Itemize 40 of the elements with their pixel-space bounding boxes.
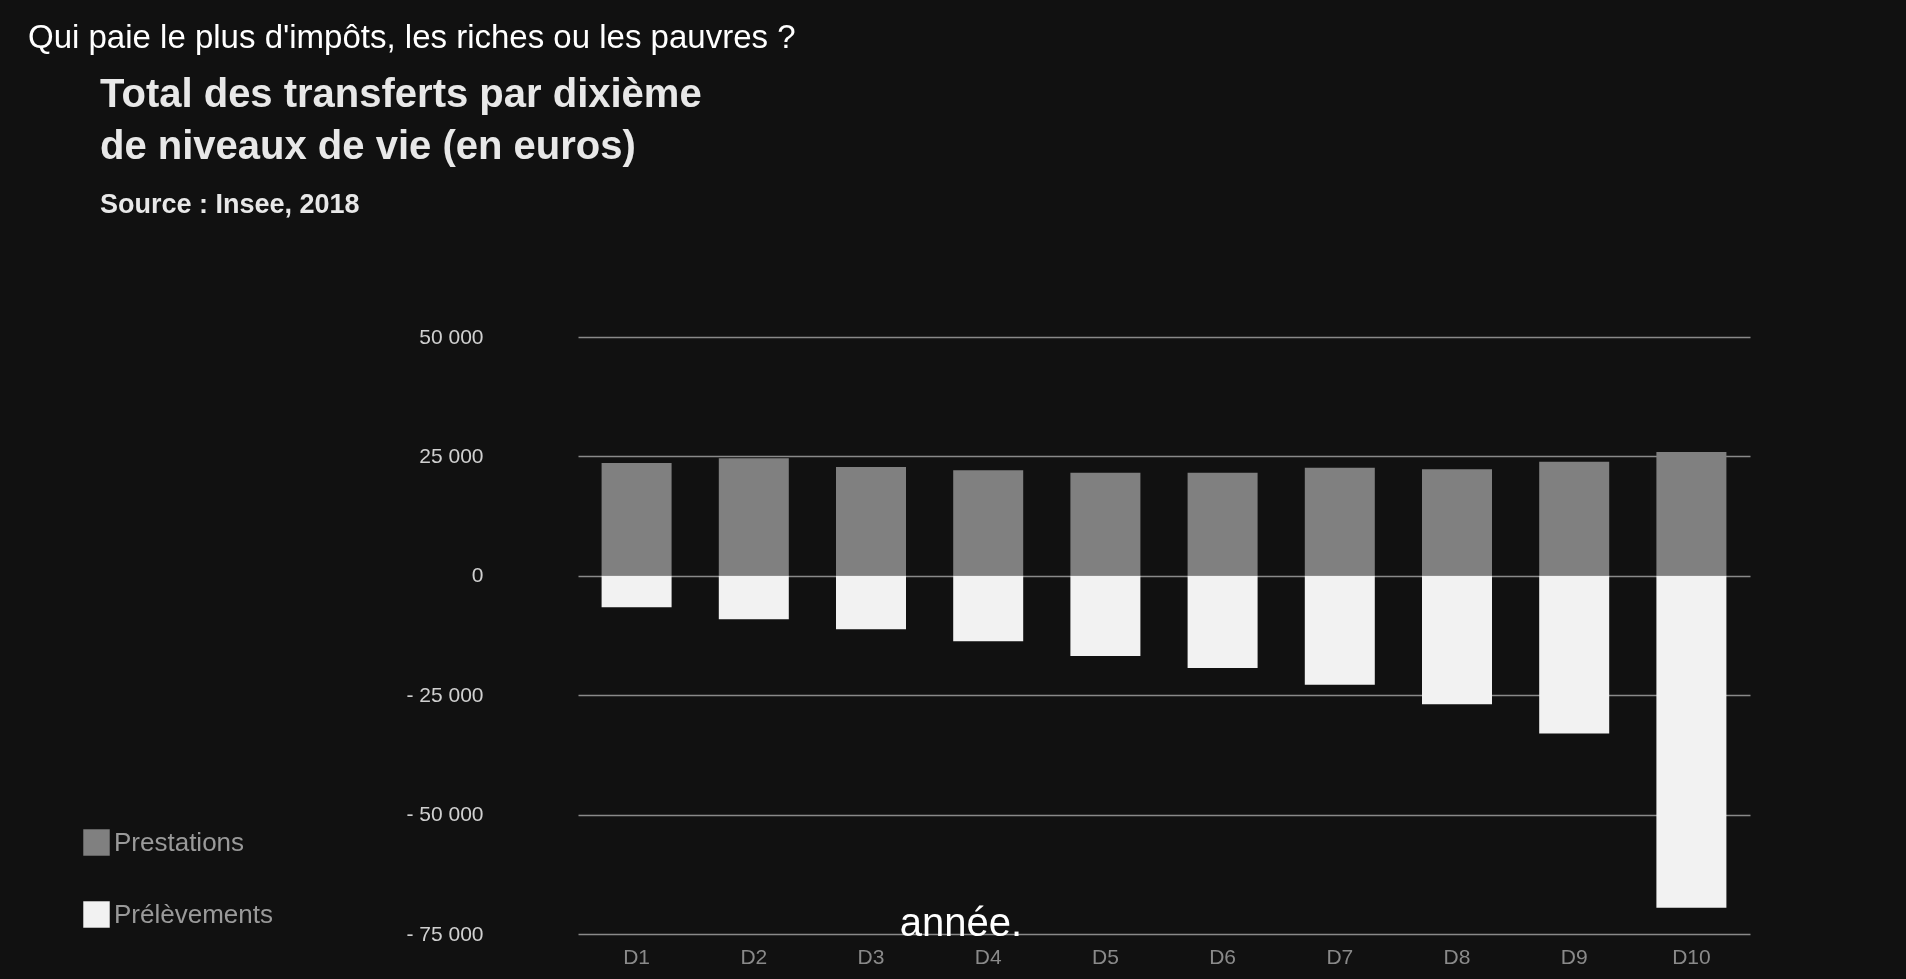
bar	[601, 575, 672, 608]
legend-label: Prestations	[114, 826, 245, 857]
bar	[601, 463, 672, 576]
x-tick-label: D9	[1560, 944, 1588, 968]
bar	[1656, 575, 1727, 908]
bar	[953, 575, 1024, 642]
bar	[1422, 469, 1492, 576]
legend-label: Prélèvements	[114, 898, 273, 929]
x-tick-label: D2	[740, 944, 768, 968]
x-tick-label: D8	[1443, 944, 1471, 968]
bar	[1539, 461, 1610, 576]
bar	[836, 466, 906, 576]
text: Qui paie le plus d'impôts, les riches ou les pauvres ?	[28, 18, 796, 55]
bar	[1422, 575, 1492, 705]
bar	[1304, 467, 1375, 576]
y-tick-label: 50 000	[419, 324, 484, 348]
chart-title: Total des transferts par dixième de niveaux de vie (en euros)	[100, 71, 702, 167]
y-tick-label: 0	[471, 563, 484, 587]
source-note: Source : Insee, 2018	[100, 189, 360, 219]
bar	[1187, 575, 1258, 668]
bar	[1539, 575, 1610, 734]
bar	[953, 470, 1024, 576]
y-tick-label: - 75 000	[406, 921, 484, 945]
x-tick-label: D5	[1091, 944, 1119, 968]
y-tick-label: - 25 000	[406, 682, 484, 706]
bar	[718, 575, 789, 620]
bar	[836, 575, 906, 630]
bar	[1070, 472, 1141, 576]
x-tick-label: D1	[623, 944, 651, 968]
bar	[1070, 575, 1141, 657]
y-tick-label: 25 000	[419, 443, 484, 467]
x-tick-label: D10	[1672, 944, 1711, 968]
annotation: année.	[899, 900, 1023, 944]
bar	[1304, 575, 1375, 685]
x-tick-label: D7	[1326, 944, 1354, 968]
x-tick-label: D3	[857, 944, 885, 968]
x-tick-label: D4	[974, 944, 1002, 968]
bar	[1187, 472, 1258, 576]
x-tick-label: D6	[1209, 944, 1237, 968]
y-tick-label: - 50 000	[406, 802, 484, 826]
